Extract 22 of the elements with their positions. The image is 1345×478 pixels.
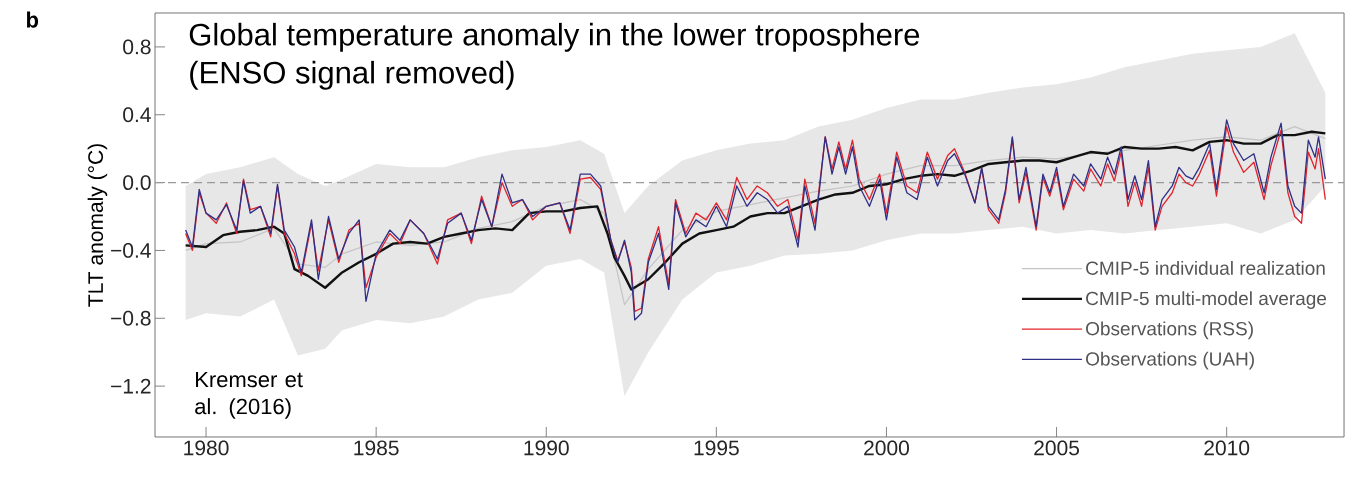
y-tick-label: −0.8 [111,310,151,326]
text: b [26,11,39,28]
y-axis-title: TLT anomaly (°C) [87,144,108,307]
y-tick-label: 0.0 [123,175,151,191]
annotation: Kremser et al. (2016) [195,371,303,419]
y-tick-label: 0.8 [123,39,151,55]
x-tick-label: 1980 [184,440,229,456]
x-tick-label: 1995 [694,440,739,456]
y-tick-label: −1.2 [111,378,151,394]
x-tick-label: 2010 [1204,440,1250,456]
legend-label: CMIP-5 individual realization [1086,260,1325,275]
y-tick-label: −0.4 [111,243,151,258]
legend-label: Observations (UAH) [1086,351,1254,370]
chart-title: Global temperature anomaly in the lower troposphere [189,22,920,52]
text: (ENSO signal removed) [190,60,514,90]
y-tick-label: 0.4 [123,107,151,123]
x-tick-label: 2005 [1034,440,1080,456]
x-tick-label: 2000 [864,440,909,456]
legend-label: CMIP-5 multi-model average [1086,291,1327,309]
legend-label: Observations (RSS) [1086,321,1253,340]
x-tick-label: 1990 [524,440,569,456]
x-tick-label: 1985 [354,440,399,456]
